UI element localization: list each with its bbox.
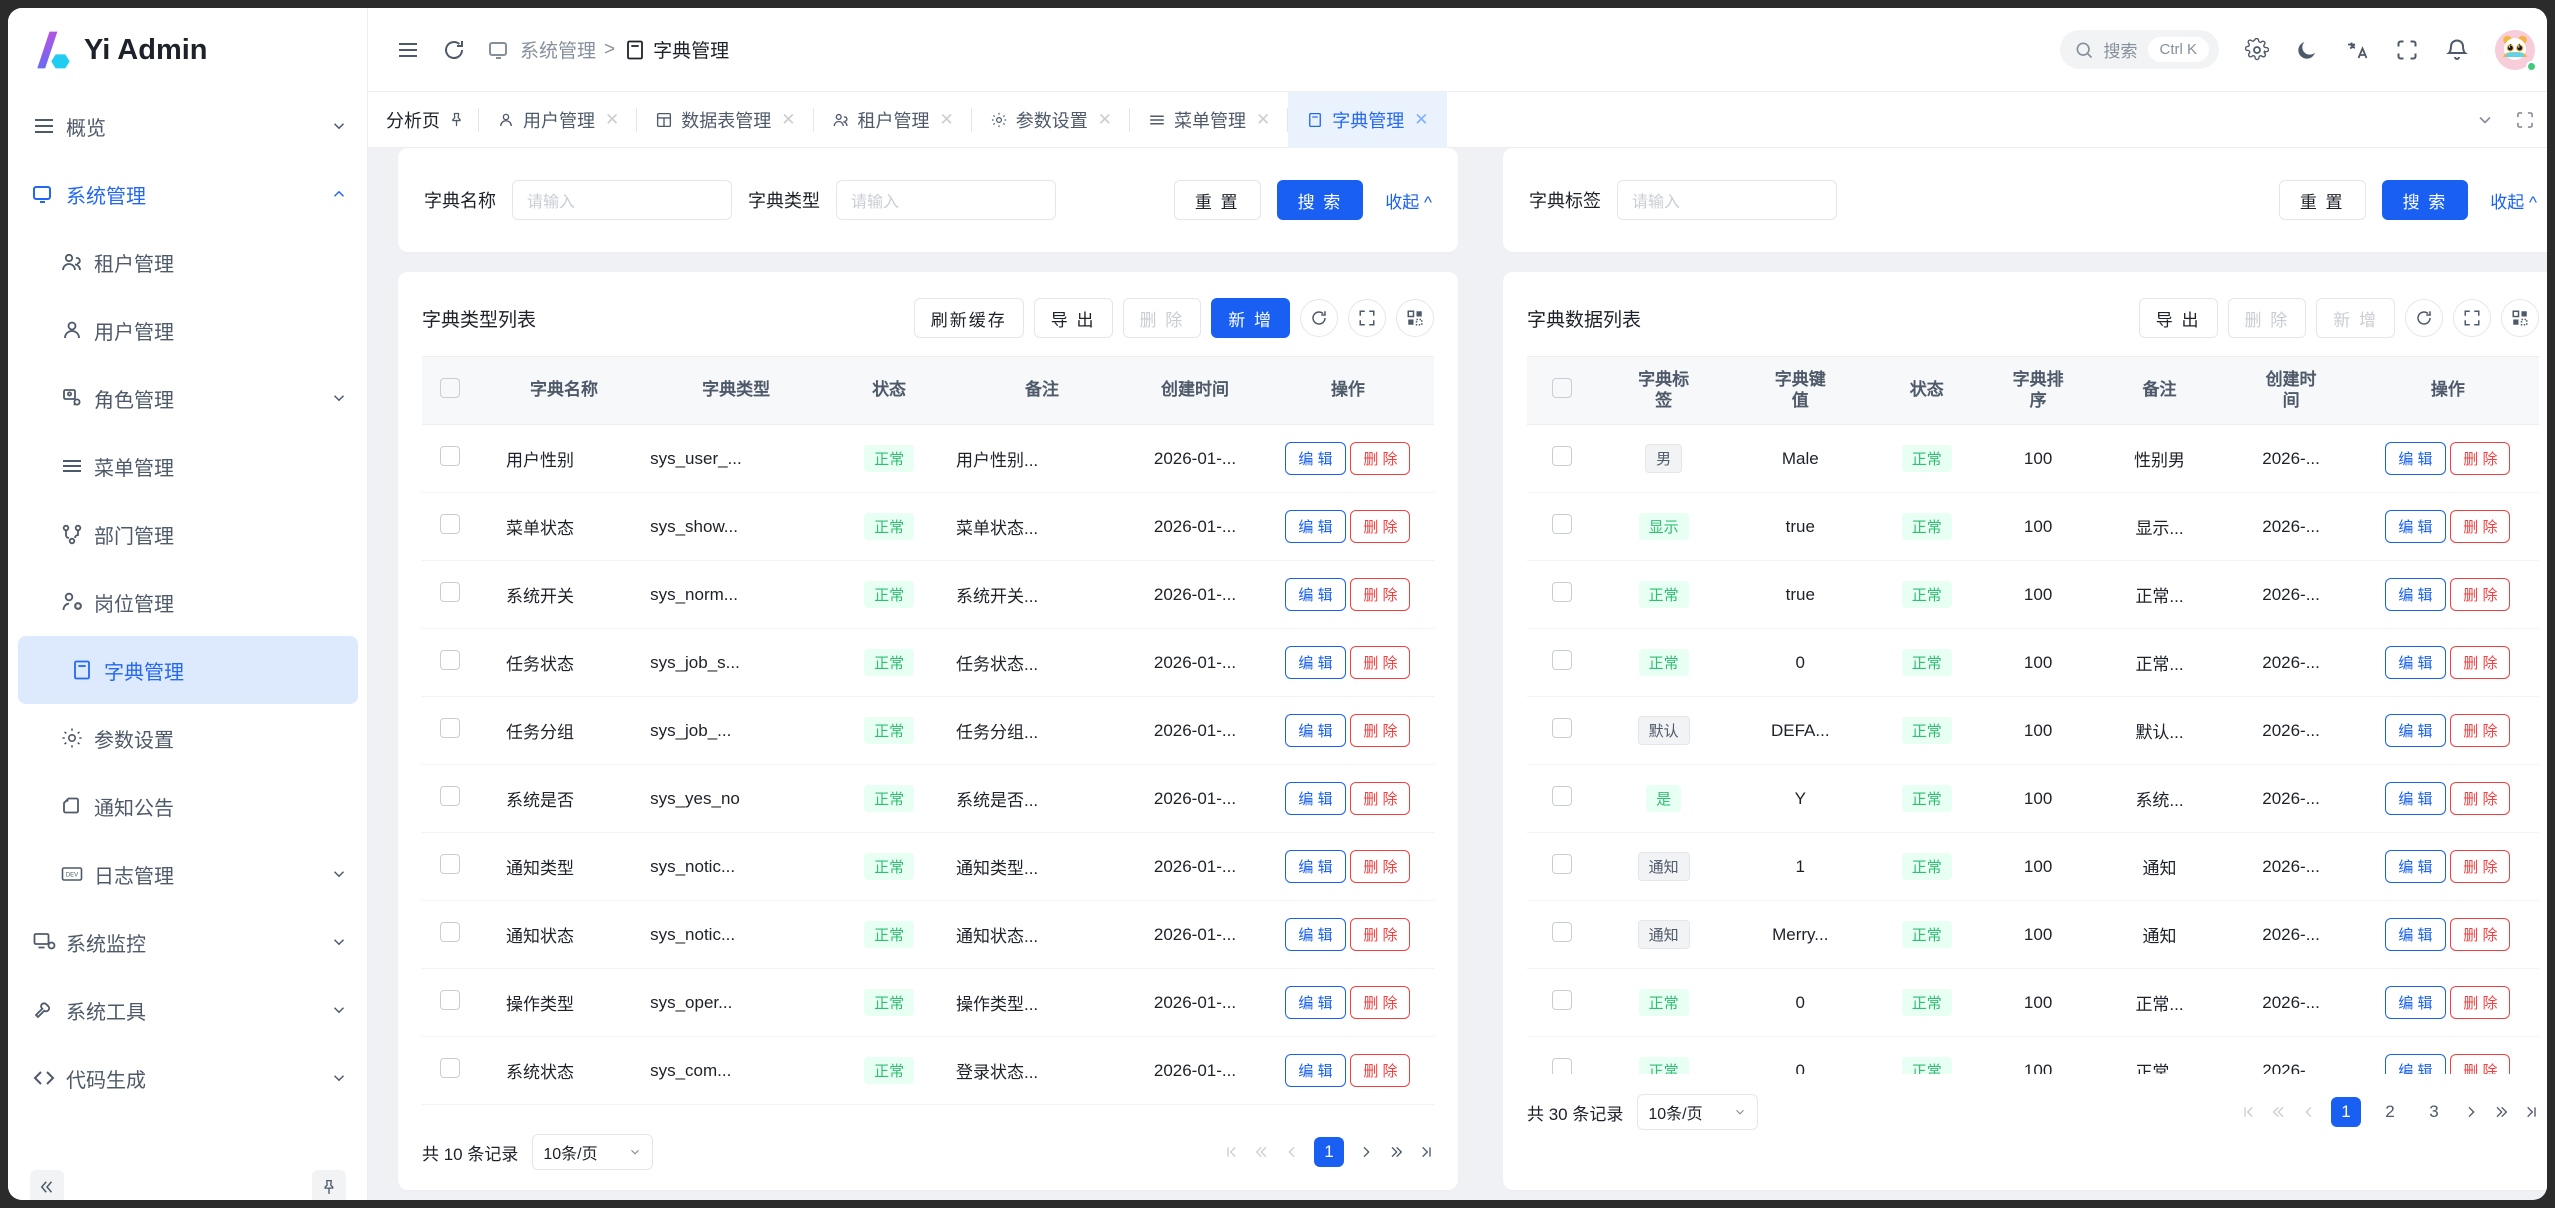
- svg-text:DEV: DEV: [66, 873, 78, 879]
